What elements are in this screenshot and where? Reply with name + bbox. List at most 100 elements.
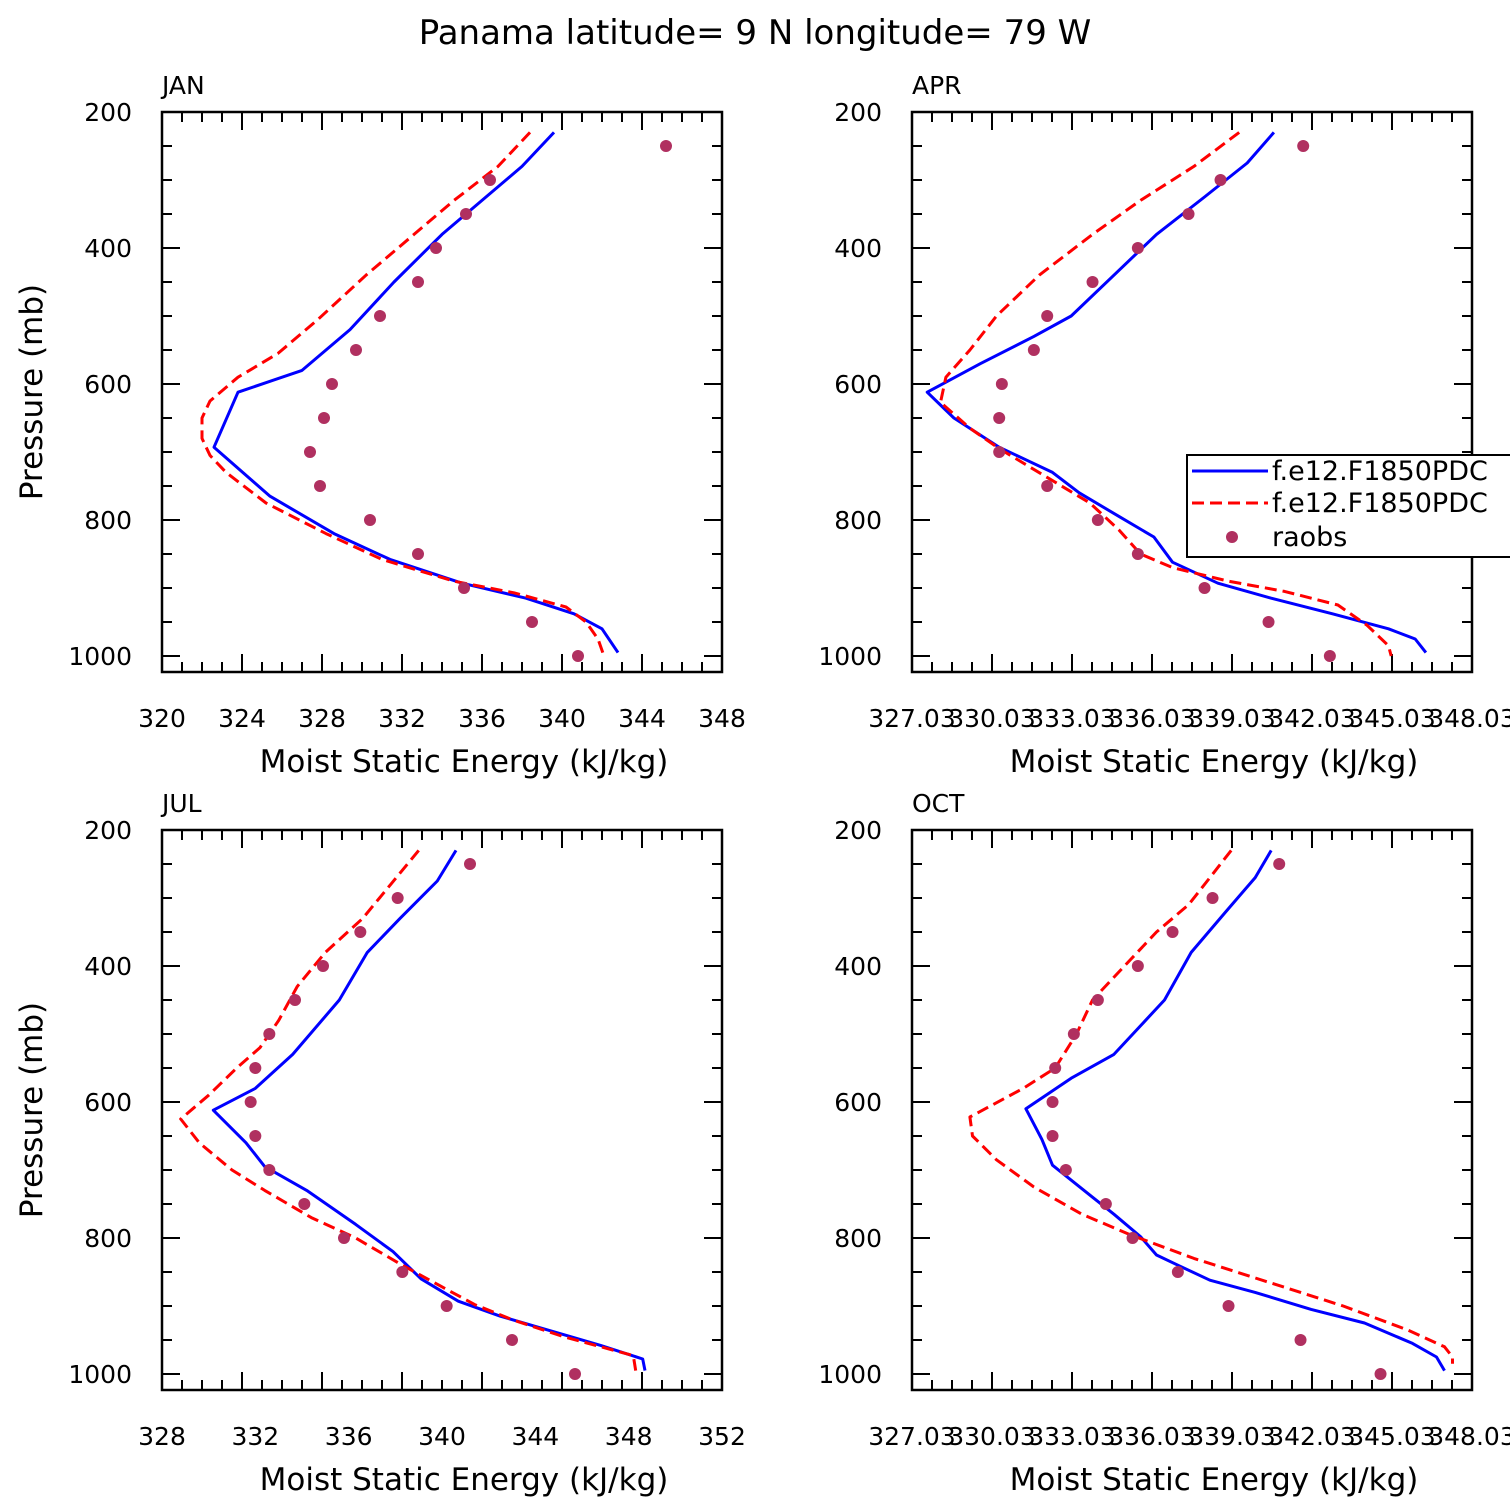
x-tick-label: 330.03 <box>948 1422 1035 1451</box>
raobs-point <box>1273 858 1286 870</box>
raobs-point <box>1297 140 1310 152</box>
y-tick-label: 400 <box>834 952 882 981</box>
raobs-point <box>263 1028 276 1040</box>
raobs-point <box>244 1096 257 1108</box>
panel-title: APR <box>912 71 962 100</box>
y-tick-label: 600 <box>834 370 882 399</box>
y-tick-label: 400 <box>84 234 132 263</box>
raobs-point <box>458 582 470 594</box>
x-axis-label: Moist Static Energy (kJ/kg) <box>260 1462 669 1498</box>
y-axis: 200 400 600 800 1000 <box>818 816 1472 1389</box>
x-tick-label: 330.03 <box>948 704 1035 733</box>
y-tick-label: 800 <box>834 506 882 535</box>
raobs-point <box>1131 960 1144 972</box>
raobs-point <box>1182 208 1195 220</box>
panel-title: JUL <box>160 789 202 818</box>
raobs-point <box>1374 1368 1387 1380</box>
x-tick-label: 352 <box>698 1422 746 1451</box>
raobs-point <box>1049 1062 1062 1074</box>
x-tick-label: 340 <box>538 704 586 733</box>
legend-label: f.e12.F1850PDC <box>1272 456 1488 487</box>
raobs-point <box>1262 616 1275 628</box>
raobs-point <box>1041 480 1054 492</box>
x-tick-label: 328 <box>298 704 346 733</box>
x-tick-label: 336.03 <box>1108 704 1195 733</box>
raobs-point <box>317 960 329 972</box>
x-tick-label: 332 <box>378 704 426 733</box>
raobs-point <box>350 344 362 356</box>
y-tick-label: 200 <box>84 816 132 845</box>
x-tick-label: 348 <box>605 1422 653 1451</box>
y-tick-label: 200 <box>84 98 132 127</box>
panel-title: OCT <box>912 789 965 818</box>
x-axis-label: Moist Static Energy (kJ/kg) <box>1010 1462 1419 1498</box>
x-axis-label: Moist Static Energy (kJ/kg) <box>260 744 669 780</box>
panel-title: JAN <box>160 71 205 100</box>
raobs-point <box>1222 1300 1235 1312</box>
y-tick-label: 600 <box>84 1088 132 1117</box>
x-tick-label: 327.03 <box>868 704 955 733</box>
raobs-point <box>249 1130 262 1142</box>
plot-area <box>925 131 1428 662</box>
y-axis-label: Pressure (mb) <box>14 1002 50 1218</box>
raobs-point <box>298 1198 311 1210</box>
y-axis-label: Pressure (mb) <box>14 284 50 500</box>
panel-apr: APR2004006008001000327.03330.03333.03336… <box>818 71 1510 780</box>
x-tick-label: 344 <box>511 1422 559 1451</box>
x-tick-label: 339.03 <box>1188 704 1275 733</box>
raobs-point <box>391 892 404 904</box>
raobs-point <box>460 208 472 220</box>
raobs-point <box>1323 650 1336 662</box>
model-series-blue-solid <box>211 849 647 1371</box>
plot-area <box>968 849 1454 1380</box>
y-tick-label: 800 <box>834 1224 882 1253</box>
raobs-point <box>1294 1334 1307 1346</box>
x-axis: 327.03330.03333.03336.03339.03342.03345.… <box>868 830 1510 1451</box>
raobs-point <box>304 446 316 458</box>
x-axis: 320 324 328 332 336 340 344 348 <box>138 112 746 733</box>
raobs-point <box>318 412 330 424</box>
raobs-point <box>314 480 326 492</box>
raobs-point <box>1206 892 1219 904</box>
raobs-point <box>1027 344 1040 356</box>
y-tick-label: 400 <box>84 952 132 981</box>
panel-jan: JAN 200 400 600 800 1000 320 324 328 332 336 340 344… <box>14 71 746 780</box>
y-tick-label: 800 <box>84 1224 132 1253</box>
y-axis: 200 400 600 800 1000 <box>818 98 1472 671</box>
model-series-red-dashed <box>968 849 1454 1364</box>
x-axis: 327.03330.03333.03336.03339.03342.03345.… <box>868 112 1510 733</box>
raobs-point <box>289 994 301 1006</box>
plot-area <box>179 849 647 1380</box>
raobs-point <box>412 548 424 560</box>
model-series-blue-solid <box>212 131 620 654</box>
model-series-blue-solid <box>925 131 1428 654</box>
x-tick-label: 339.03 <box>1188 1422 1275 1451</box>
x-axis: 328 332 336 340 344 348 352 <box>138 830 746 1451</box>
x-tick-label: 340 <box>418 1422 466 1451</box>
raobs-point <box>1131 548 1144 560</box>
raobs-point <box>1166 926 1179 938</box>
raobs-point <box>1041 310 1054 322</box>
x-tick-label: 345.03 <box>1348 1422 1435 1451</box>
raobs-point <box>660 140 672 152</box>
x-tick-label: 333.03 <box>1028 1422 1115 1451</box>
legend-swatch-dot <box>1226 531 1238 543</box>
raobs-point <box>1046 1130 1059 1142</box>
x-tick-label: 342.03 <box>1268 1422 1355 1451</box>
raobs-point <box>526 616 538 628</box>
x-tick-label: 333.03 <box>1028 704 1115 733</box>
raobs-point <box>364 514 376 526</box>
y-tick-label: 200 <box>834 98 882 127</box>
x-axis-label: Moist Static Energy (kJ/kg) <box>1010 744 1419 780</box>
model-series-red-dashed <box>200 131 606 657</box>
x-tick-label: 336.03 <box>1108 1422 1195 1451</box>
y-tick-label: 1000 <box>68 1360 132 1389</box>
y-axis: 200 400 600 800 1000 <box>68 98 722 671</box>
raobs-point <box>993 446 1006 458</box>
y-tick-label: 200 <box>834 816 882 845</box>
raobs-point <box>1171 1266 1184 1278</box>
raobs-point <box>1086 276 1099 288</box>
raobs-point <box>263 1164 276 1176</box>
x-tick-label: 336 <box>325 1422 373 1451</box>
